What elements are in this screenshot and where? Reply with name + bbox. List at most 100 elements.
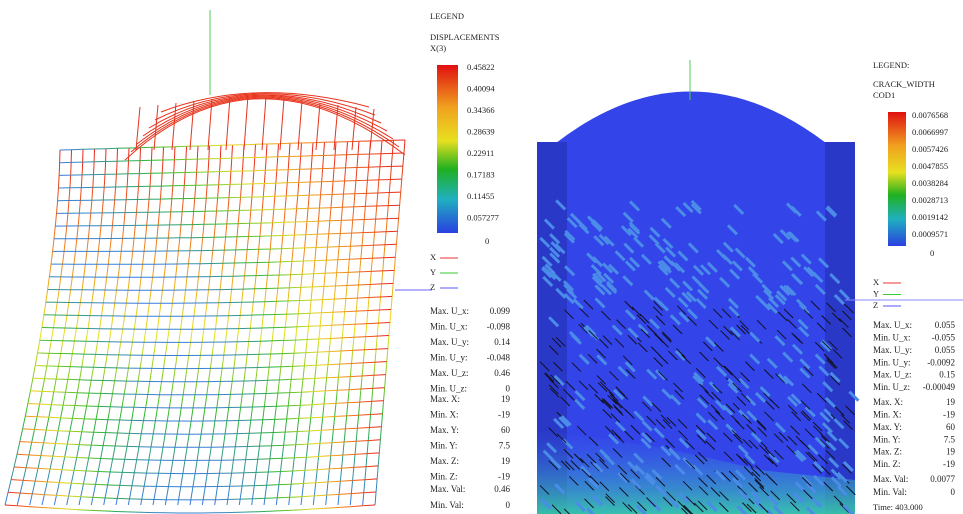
stat-label: Max. U_x:: [430, 306, 469, 316]
stat-label: Min. X:: [430, 410, 459, 420]
stat-value: -19: [943, 459, 955, 469]
mesh-line: [30, 149, 83, 505]
stat-value: 19: [501, 456, 511, 466]
dome-line: [280, 99, 284, 150]
stat-value: -0.055: [932, 332, 956, 342]
stat-value: 0.14: [494, 337, 510, 347]
stat-label: Min. U_y:: [430, 353, 468, 363]
mesh-line: [91, 148, 140, 505]
mesh-line: [313, 142, 347, 505]
stat-label: Max. Y:: [873, 422, 902, 432]
mesh-line: [153, 146, 198, 505]
stat-label: Min. Z:: [873, 459, 901, 469]
stat-label: Max. X:: [873, 397, 903, 407]
scale-label: 0.0009571: [912, 229, 948, 239]
crack-view: [537, 92, 858, 514]
color-bar: [888, 112, 906, 246]
mesh-line: [178, 145, 221, 505]
scale-label: 0.34366: [467, 105, 495, 115]
scale-label: 0.0066997: [912, 127, 948, 137]
stat-label: Max. U_x:: [873, 320, 912, 330]
wire-mesh: [5, 140, 405, 513]
mesh-line: [42, 149, 95, 505]
scale-label: 0.17183: [467, 169, 495, 179]
mesh-line: [141, 146, 187, 505]
stat-value: 60: [501, 425, 511, 435]
scale-label: 0.0019142: [912, 212, 948, 222]
scale-label: 0.0047855: [912, 161, 948, 171]
stat-value: -19: [498, 410, 510, 420]
stat-label: Min. U_z:: [873, 382, 910, 392]
stat-value: 0.055: [935, 345, 956, 355]
stat-value: 19: [501, 394, 511, 404]
axis-label: X: [873, 277, 879, 287]
scale-label: 0.28639: [467, 126, 495, 136]
stat-value: -19: [943, 409, 955, 419]
stat-value: 0.46: [494, 484, 510, 494]
stat-label: Max. Val:: [430, 484, 465, 494]
stat-value: 0.099: [490, 306, 511, 316]
stat-value: 0: [506, 500, 511, 510]
dome-line: [244, 95, 248, 150]
stat-label: Min. Y:: [873, 434, 900, 444]
stat-value: 19: [946, 447, 956, 457]
mesh-line: [190, 145, 233, 505]
scale-label: 0.11455: [467, 191, 494, 201]
scale-label: 0.45822: [467, 62, 495, 72]
mesh-line: [128, 147, 175, 505]
mesh-line: [104, 147, 152, 505]
dome-line: [154, 105, 158, 150]
stat-value: 0: [506, 384, 511, 394]
axis-label: Z: [873, 300, 878, 310]
scale-label: 0.0057426: [912, 144, 948, 154]
time-label: Time: 403.000: [873, 502, 923, 512]
scale-label: 0.0076568: [912, 110, 948, 120]
stat-label: Min. Z:: [430, 472, 458, 482]
stat-value: -0.098: [487, 322, 511, 332]
stat-label: Max. X:: [430, 394, 460, 404]
axis-label: Y: [430, 267, 436, 277]
stat-label: Max. U_z:: [873, 370, 912, 380]
legend-component: X(3): [430, 43, 446, 53]
legend-title: LEGEND:: [873, 60, 909, 70]
stat-label: Min. Val:: [873, 487, 907, 497]
dome-line: [226, 97, 230, 150]
wireframe-view: [5, 93, 405, 513]
stat-label: Min. U_y:: [873, 357, 911, 367]
stat-label: Min. X:: [873, 409, 902, 419]
mesh-line: [79, 148, 129, 505]
stat-value: 0.46: [494, 368, 510, 378]
stat-value: 7.5: [499, 441, 511, 451]
legend-quantity: CRACK_WIDTH: [873, 79, 935, 89]
stat-label: Max. Val:: [873, 474, 908, 484]
stat-label: Max. U_y:: [873, 345, 912, 355]
scale-label: 0.0038284: [912, 178, 949, 188]
stat-value: -0.00049: [923, 382, 956, 392]
screenshot: LEGENDDISPLACEMENTSX(3)0.458220.400940.3…: [0, 0, 963, 514]
axis-label: Z: [430, 282, 435, 292]
stat-value: 0.055: [935, 320, 956, 330]
axis-label: Y: [873, 288, 879, 298]
stat-label: Max. Y:: [430, 425, 459, 435]
color-bar: [437, 65, 458, 233]
stat-value: -19: [498, 472, 510, 482]
stat-value: 19: [946, 397, 956, 407]
mesh-line: [326, 141, 359, 505]
stat-value: 0: [951, 487, 956, 497]
scale-label: 0.0028713: [912, 195, 948, 205]
dome: [556, 92, 826, 144]
stat-label: Min. Y:: [430, 441, 457, 451]
stat-label: Max. U_z:: [430, 368, 469, 378]
dome-line: [352, 107, 356, 150]
legend-quantity: DISPLACEMENTS: [430, 32, 500, 42]
stat-label: Min. Val:: [430, 500, 464, 510]
scale-label: 0.057277: [467, 212, 499, 222]
stat-value: 0.15: [939, 370, 955, 380]
stat-label: Max. Z:: [873, 447, 902, 457]
dome-line: [262, 97, 266, 150]
axis-label: X: [430, 252, 436, 262]
stat-value: 7.5: [944, 434, 956, 444]
stat-value: 60: [946, 422, 956, 432]
dome-line: [172, 103, 176, 150]
legend-title: LEGEND: [430, 11, 464, 21]
